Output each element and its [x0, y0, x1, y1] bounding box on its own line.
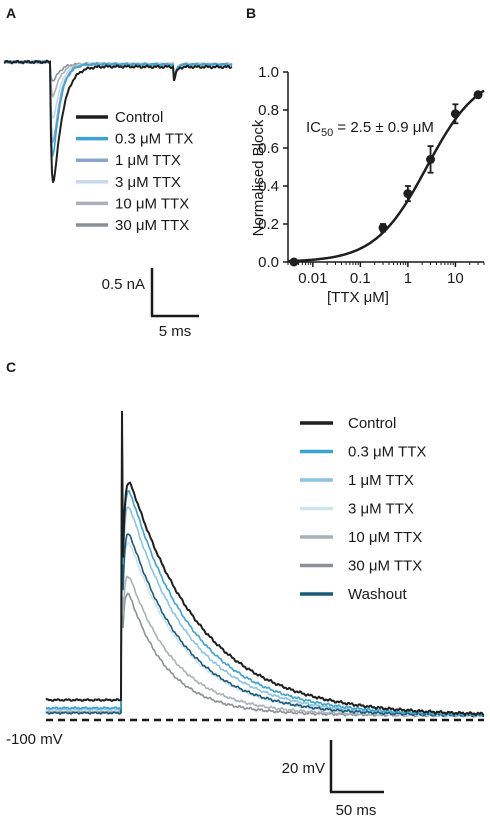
panel-c: C Control 0.3 μM TTX 1 μM TTX 3 μM TTX 10 μM… — [6, 359, 485, 819]
x-tick-label: 0.01 — [298, 270, 327, 287]
y-tick-label: 0.6 — [258, 140, 279, 157]
current-trace — [3, 59, 233, 183]
y-tick-label: 0.4 — [258, 178, 279, 195]
panel-b-plot: 0.0 0.2 0.4 0.6 0.8 1.0 0.01 0.1 1 10 Normalised… — [250, 64, 485, 306]
panel-letter-b: B — [246, 5, 256, 21]
panel-a: A Control 0.3 μM TTX 1 μM TTX 3 μM TTX 10 μM… — [3, 5, 233, 340]
x-tick-label: 10 — [447, 270, 464, 287]
x-tick-label: 0.1 — [350, 270, 371, 287]
panel-c-traces — [45, 410, 485, 718]
panel-a-traces — [3, 59, 233, 183]
scale-bar-current-label: 0.5 nA — [102, 276, 145, 293]
data-point — [426, 154, 436, 164]
legend-label: 3 μM TTX — [348, 501, 414, 518]
x-tick-label: 1 — [404, 270, 412, 287]
legend-label: Control — [348, 415, 396, 432]
voltage-trace — [45, 414, 485, 717]
y-tick-label: 0.2 — [258, 216, 279, 233]
legend-label: 1 μM TTX — [348, 472, 414, 489]
panel-b: B 0.0 0.2 0.4 0.6 0.8 1.0 0.01 0.1 1 10 Normalis… — [246, 5, 485, 306]
y-tick-label: 1.0 — [258, 64, 279, 81]
legend-label: 3 μM TTX — [115, 174, 181, 191]
panel-c-scale-bar: 20 mV 50 ms — [282, 740, 384, 819]
panel-c-legend: Control 0.3 μM TTX 1 μM TTX 3 μM TTX 10 μM T… — [300, 415, 426, 603]
y-tick-label: 0.0 — [258, 254, 279, 271]
y-ticks: 0.0 0.2 0.4 0.6 0.8 1.0 — [258, 64, 288, 271]
data-point — [403, 189, 413, 199]
legend-label: 30 μM TTX — [115, 217, 189, 234]
legend-label: 10 μM TTX — [348, 529, 422, 546]
x-ticks: 0.01 0.1 1 10 — [287, 262, 485, 287]
panel-letter-c: C — [6, 359, 16, 375]
scale-bar-voltage-label: 20 mV — [282, 760, 325, 777]
y-tick-label: 0.8 — [258, 102, 279, 119]
legend-label: 10 μM TTX — [115, 195, 189, 212]
legend-label: Control — [115, 109, 163, 126]
data-point — [289, 257, 299, 267]
panel-a-scale-bar: 0.5 nA 5 ms — [102, 268, 199, 340]
x-axis-label: [TTX μM] — [327, 289, 389, 306]
legend-label: 0.3 μM TTX — [348, 444, 426, 461]
panel-a-legend: Control 0.3 μM TTX 1 μM TTX 3 μM TTX 10 μM T… — [76, 109, 193, 234]
panel-letter-a: A — [6, 5, 16, 21]
baseline-label: -100 mV — [6, 731, 63, 748]
ic50-annotation: IC50 = 2.5 ± 0.9 μM — [306, 119, 434, 139]
y-axis-label: Normalised Block — [250, 119, 267, 236]
legend-label: 0.3 μM TTX — [115, 131, 193, 148]
data-point — [378, 223, 388, 233]
legend-label: 1 μM TTX — [115, 152, 181, 169]
data-points — [289, 90, 483, 267]
voltage-trace — [45, 410, 485, 717]
scale-bar-time-label: 5 ms — [159, 323, 192, 340]
data-point — [473, 90, 483, 100]
legend-label: 30 μM TTX — [348, 558, 422, 575]
data-point — [450, 109, 460, 119]
legend-label: Washout — [348, 586, 407, 603]
scale-bar-time-label: 50 ms — [336, 802, 377, 819]
